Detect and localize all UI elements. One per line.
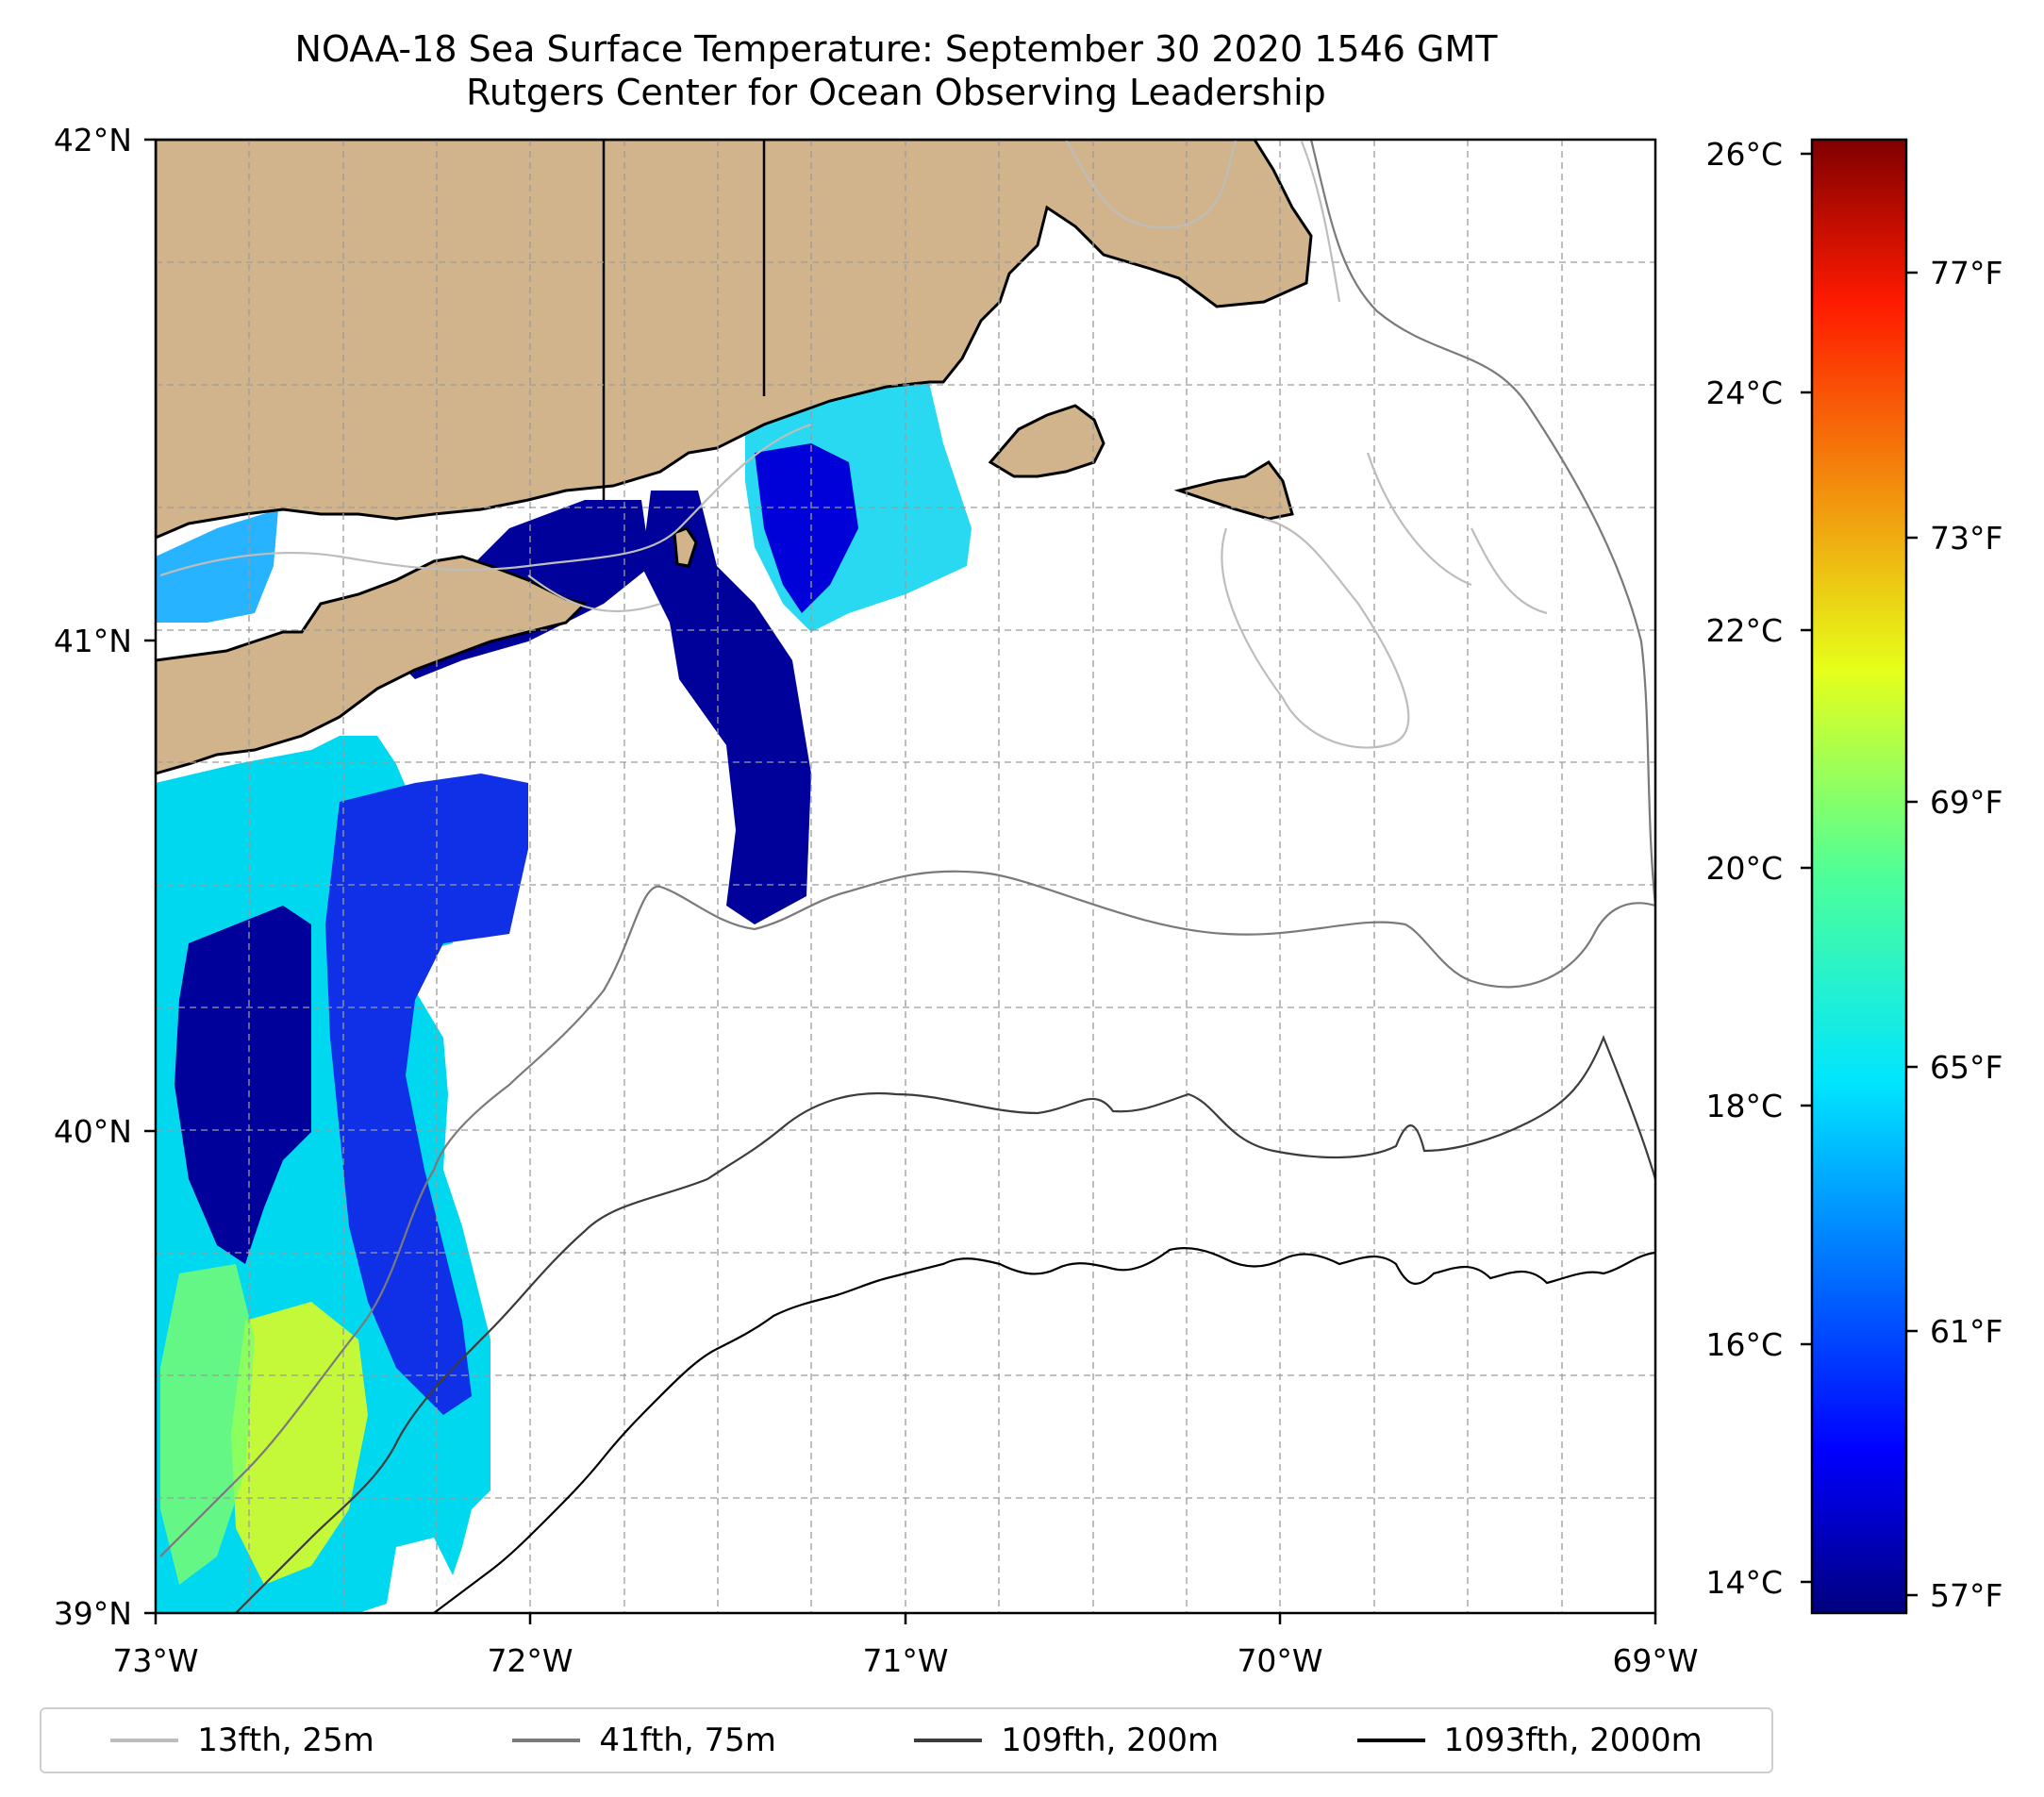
- legend-line-swatch: [1356, 1739, 1425, 1742]
- bathymetry-contours: [159, 140, 1655, 1613]
- x-tick-label: 71°W: [862, 1642, 948, 1679]
- sst-patch-offshore-blue: [325, 774, 528, 1415]
- contour-200m: [235, 1035, 1655, 1613]
- colorbar-celsius-labels: 26°C 24°C 22°C 20°C 18°C 16°C 14°C: [1705, 136, 1783, 1601]
- colorbar: [1810, 138, 1908, 1615]
- sst-patch-green-south: [160, 1264, 255, 1585]
- celsius-tick-label: 18°C: [1705, 1088, 1783, 1124]
- colorbar-fahrenheit-ticks: [1906, 271, 1918, 1597]
- celsius-tick-label: 14°C: [1705, 1564, 1783, 1601]
- x-tick-label: 72°W: [487, 1642, 573, 1679]
- legend-item-75m: 41fth, 75m: [512, 1722, 776, 1759]
- y-tick-labels: 42°N 41°N 40°N 39°N: [54, 122, 132, 1632]
- fahrenheit-tick-label: 73°F: [1930, 520, 2002, 557]
- x-tick-label: 69°W: [1612, 1642, 1698, 1679]
- celsius-tick-label: 20°C: [1705, 850, 1783, 887]
- legend-line-swatch: [512, 1739, 581, 1742]
- contour-25m: [159, 140, 1548, 749]
- sst-patch-sound-cyan: [156, 509, 278, 623]
- land-layer: [156, 140, 1313, 775]
- legend-line-swatch: [110, 1739, 179, 1742]
- fahrenheit-tick-label: 77°F: [1930, 255, 2002, 291]
- x-tick-label: 70°W: [1237, 1642, 1322, 1679]
- legend-label: 109fth, 200m: [1001, 1722, 1220, 1759]
- x-tick-label: 73°W: [112, 1642, 198, 1679]
- land-nantucket: [1173, 460, 1294, 521]
- land-martha-vineyard: [988, 404, 1105, 478]
- y-tick-label: 40°N: [54, 1113, 132, 1150]
- colorbar-fahrenheit-labels: 77°F 73°F 69°F 65°F 61°F 57°F: [1930, 255, 2002, 1614]
- map-axis-ticks: [144, 138, 1657, 1624]
- map-title: NOAA-18 Sea Surface Temperature: Septemb…: [294, 28, 1498, 70]
- contour-2000m: [433, 1246, 1655, 1613]
- sst-patch-ri-shelf: [641, 491, 811, 924]
- contour-legend: 13fth, 25m 41fth, 75m 109fth, 200m 1093f…: [40, 1707, 1773, 1773]
- fahrenheit-tick-label: 65°F: [1930, 1049, 2002, 1086]
- map-panel: [156, 140, 1655, 1613]
- y-tick-label: 41°N: [54, 623, 132, 659]
- contour-75m: [159, 140, 1655, 1557]
- sst-patch-nj-nearshore-cold: [174, 906, 311, 1264]
- legend-label: 41fth, 75m: [599, 1722, 776, 1759]
- legend-label: 13fth, 25m: [197, 1722, 374, 1759]
- legend-item-200m: 109fth, 200m: [914, 1722, 1219, 1759]
- map-subtitle: Rutgers Center for Ocean Observing Leade…: [466, 72, 1326, 113]
- fahrenheit-tick-label: 69°F: [1930, 784, 2002, 821]
- land-block-island: [673, 526, 698, 568]
- state-borders: [602, 140, 766, 500]
- colorbar-celsius-ticks: [1801, 152, 1812, 1584]
- legend-item-25m: 13fth, 25m: [110, 1722, 374, 1759]
- sst-patch-warm-south: [231, 1302, 368, 1585]
- celsius-tick-label: 26°C: [1705, 136, 1783, 173]
- legend-line-swatch: [914, 1739, 983, 1742]
- x-tick-labels: 73°W 72°W 71°W 70°W 69°W: [112, 1642, 1698, 1679]
- celsius-tick-label: 16°C: [1705, 1326, 1783, 1363]
- sst-patch-ri-blue: [755, 443, 858, 613]
- fahrenheit-tick-label: 61°F: [1930, 1313, 2002, 1350]
- celsius-tick-label: 24°C: [1705, 374, 1783, 411]
- fahrenheit-tick-label: 57°F: [1930, 1577, 2002, 1614]
- legend-item-2000m: 1093fth, 2000m: [1356, 1722, 1703, 1759]
- legend-label: 1093fth, 2000m: [1443, 1722, 1703, 1759]
- celsius-tick-label: 22°C: [1705, 612, 1783, 649]
- y-tick-label: 39°N: [54, 1595, 132, 1632]
- land-long-island: [156, 555, 588, 775]
- y-tick-label: 42°N: [54, 122, 132, 158]
